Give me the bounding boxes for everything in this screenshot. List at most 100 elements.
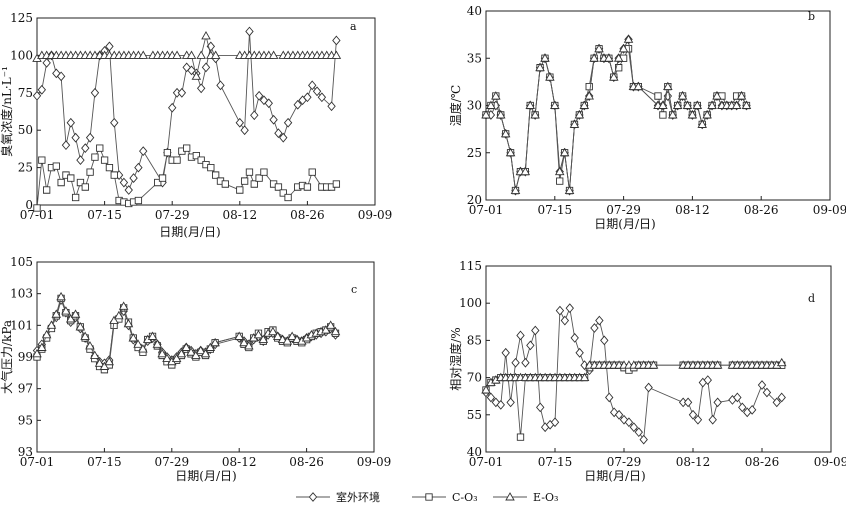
data-point: [33, 204, 41, 212]
data-point: [110, 171, 118, 179]
data-point: [85, 132, 95, 143]
data-point: [584, 91, 594, 100]
panel-tag: c: [351, 283, 357, 296]
data-point: [56, 291, 66, 301]
data-point: [594, 43, 604, 53]
data-point: [200, 348, 211, 358]
data-point: [303, 92, 312, 103]
data-point: [608, 72, 619, 81]
y-axis-label: 大气压力/kPa: [0, 320, 14, 394]
x-axis-label: 日期(月/日): [594, 217, 655, 231]
x-tick-label: 09-09: [358, 208, 393, 222]
data-point: [292, 334, 302, 344]
y-tick-label: 70: [467, 371, 482, 385]
data-point: [89, 350, 100, 359]
data-point: [688, 409, 698, 420]
data-point: [331, 50, 342, 59]
series-c-o3: [33, 144, 341, 212]
data-point: [123, 318, 134, 328]
data-point: [76, 155, 85, 166]
y-tick-label: 125: [10, 11, 33, 25]
x-tick-label: 07-29: [606, 203, 641, 217]
data-point: [633, 81, 644, 91]
data-point: [221, 180, 229, 188]
y-tick-label: 95: [18, 413, 33, 427]
data-point: [172, 50, 182, 59]
data-point: [274, 183, 283, 191]
data-point: [259, 95, 269, 106]
data-point: [731, 100, 742, 109]
y-tick-label: 50: [18, 123, 33, 137]
data-point: [191, 350, 201, 359]
y-tick-label: 103: [10, 287, 33, 301]
data-point: [708, 414, 717, 425]
data-point: [264, 98, 273, 109]
data-point: [268, 326, 278, 336]
data-point: [210, 337, 220, 347]
data-point: [147, 331, 158, 340]
data-point: [38, 156, 46, 164]
data-point: [186, 347, 196, 356]
data-point: [260, 168, 268, 176]
data-point: [80, 331, 90, 340]
data-point: [535, 62, 545, 72]
data-point: [124, 185, 133, 195]
panel-d: 40 55 70 85 100 115 07-01 07-15 07-29 08-12 08-26 0…: [448, 259, 846, 483]
data-point: [255, 174, 263, 182]
data-point: [624, 417, 634, 428]
y-tick-label: 20: [467, 193, 482, 207]
data-point: [741, 100, 752, 109]
data-point: [235, 117, 244, 128]
data-point: [629, 422, 639, 433]
data-point: [51, 309, 62, 318]
data-point: [152, 339, 163, 348]
data-point: [128, 333, 139, 342]
data-point: [37, 84, 47, 95]
x-tick-label: 08-26: [745, 455, 780, 469]
data-point: [486, 392, 496, 403]
data-point: [250, 180, 258, 188]
plot-frame: [485, 265, 832, 453]
data-point: [99, 361, 110, 370]
data-point: [325, 320, 336, 329]
data-point: [555, 305, 565, 316]
data-point: [293, 99, 302, 110]
y-tick-label: 35: [467, 51, 482, 65]
x-tick-label: 08-12: [675, 203, 710, 217]
data-point: [46, 320, 57, 329]
data-point: [186, 50, 197, 59]
data-point: [516, 330, 525, 341]
data-point: [138, 344, 148, 353]
data-point: [37, 342, 47, 351]
x-tick-label: 07-29: [607, 455, 642, 469]
data-point: [283, 117, 293, 128]
data-point: [182, 62, 191, 73]
data-point: [157, 348, 167, 358]
series-e-o3: [32, 291, 341, 370]
series-e-o3: [481, 357, 787, 394]
data-point: [104, 356, 114, 366]
y-tick-label: 25: [467, 146, 482, 160]
y-tick-label: 100: [10, 48, 33, 62]
y-tick-label: 25: [18, 161, 33, 175]
data-point: [317, 92, 327, 103]
data-point: [776, 357, 787, 367]
y-tick-label: 40: [467, 445, 482, 459]
data-point: [486, 100, 496, 109]
data-point: [491, 397, 501, 408]
data-point: [564, 185, 575, 195]
data-point: [697, 119, 708, 128]
data-point: [181, 342, 192, 351]
y-tick-label: 75: [18, 86, 33, 100]
data-point: [139, 146, 148, 157]
legend-label: 室外环境: [336, 490, 380, 504]
data-point: [521, 357, 530, 368]
data-point: [268, 50, 279, 59]
data-point: [658, 100, 668, 109]
data-point: [312, 86, 322, 97]
data-point: [109, 315, 119, 325]
x-tick-label: 09-09: [813, 203, 846, 217]
data-point: [308, 168, 316, 176]
data-point: [171, 353, 182, 363]
data-point: [654, 92, 662, 100]
